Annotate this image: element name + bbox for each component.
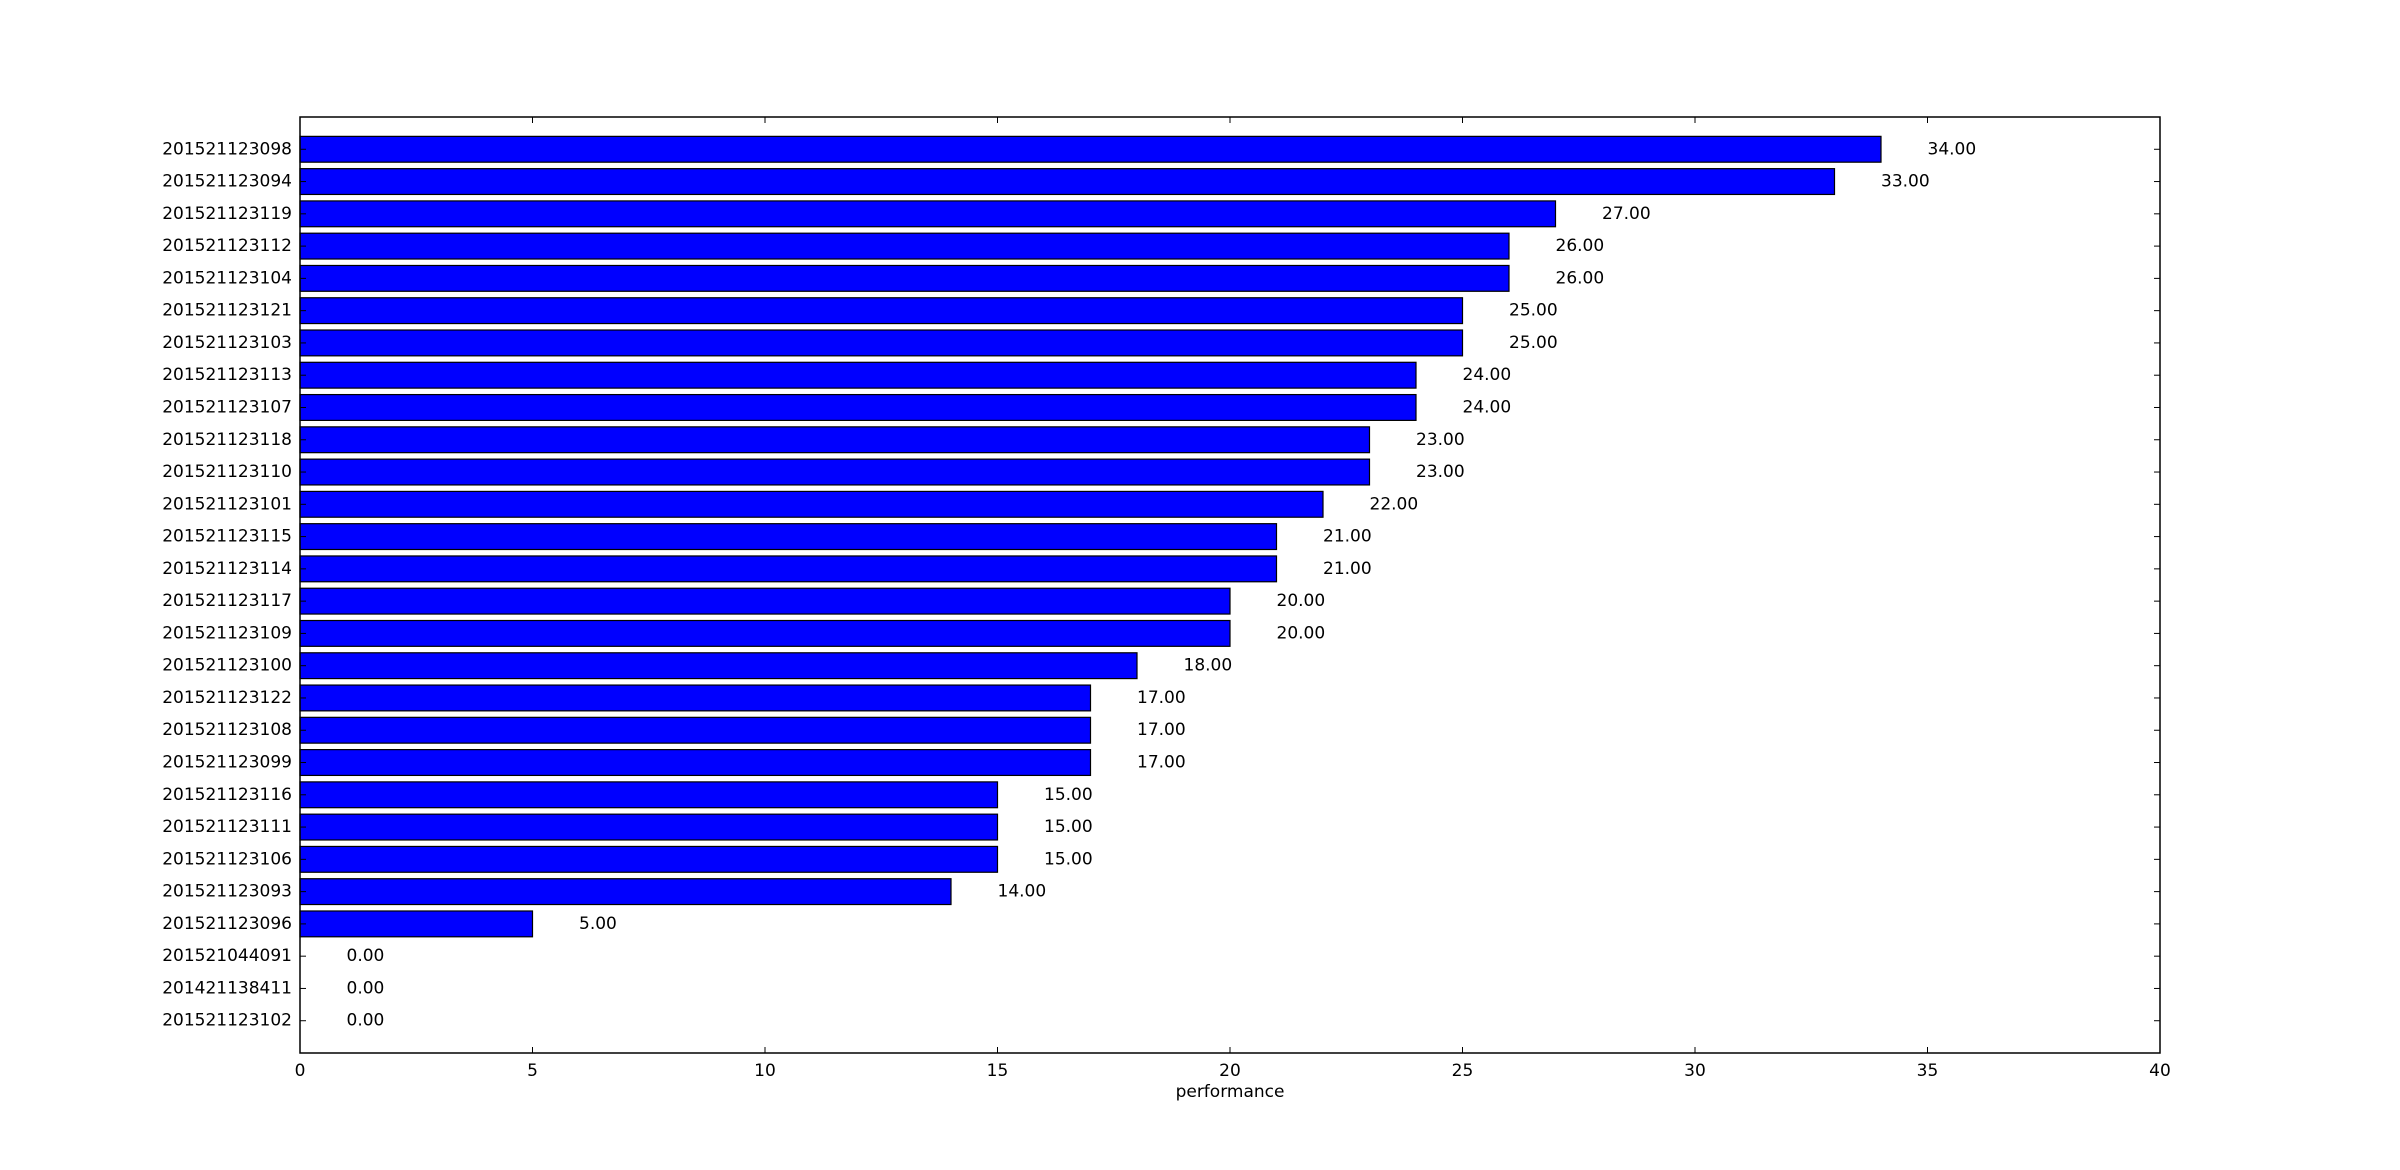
bar xyxy=(299,297,1464,325)
value-label: 5.00 xyxy=(579,914,617,934)
x-tick-label: 5 xyxy=(527,1061,538,1081)
value-label: 0.00 xyxy=(347,946,385,966)
bar xyxy=(299,200,1557,228)
y-tick-label: 201521123118 xyxy=(162,430,292,450)
y-tick-label: 201521123110 xyxy=(162,462,292,482)
y-tick-label: 201521123107 xyxy=(162,397,292,417)
bar xyxy=(299,781,999,809)
y-tick-label: 201521123108 xyxy=(162,720,292,740)
y-tick-label: 201521123098 xyxy=(162,139,292,159)
bar xyxy=(299,716,1092,744)
y-tick-label: 201521123117 xyxy=(162,591,292,611)
y-tick-label: 201521123102 xyxy=(162,1011,292,1031)
value-label: 26.00 xyxy=(1556,236,1605,256)
bar xyxy=(299,878,952,906)
x-tick-label: 20 xyxy=(1219,1061,1241,1081)
x-tick-label: 10 xyxy=(754,1061,776,1081)
value-label: 20.00 xyxy=(1277,591,1326,611)
bar xyxy=(299,652,1138,680)
x-tick-label: 30 xyxy=(1684,1061,1706,1081)
plot-frame xyxy=(299,116,2161,1054)
y-tick-label: 201521123106 xyxy=(162,849,292,869)
value-label: 14.00 xyxy=(998,882,1047,902)
value-label: 15.00 xyxy=(1044,849,1093,869)
value-label: 33.00 xyxy=(1881,172,1930,192)
bar xyxy=(299,684,1092,712)
bar xyxy=(299,523,1278,551)
bar xyxy=(299,329,1464,357)
value-label: 21.00 xyxy=(1323,559,1372,579)
value-label: 23.00 xyxy=(1416,430,1465,450)
y-tick-label: 201521123099 xyxy=(162,753,292,773)
y-tick-labels: 201521123098 201521123094 201521123119 2015… xyxy=(162,139,2160,1031)
bar xyxy=(299,587,1231,615)
y-tick-label: 201521123119 xyxy=(162,204,292,224)
y-tick-label: 201521123114 xyxy=(162,559,292,579)
bar xyxy=(299,232,1510,260)
value-label: 22.00 xyxy=(1370,494,1419,514)
value-label: 26.00 xyxy=(1556,268,1605,288)
y-tick-label: 201521123100 xyxy=(162,656,292,676)
x-ticks: 0 5 10 15 20 25 30 35 40 xyxy=(295,117,2171,1081)
value-label: 0.00 xyxy=(347,978,385,998)
bar xyxy=(299,910,534,938)
x-tick-label: 25 xyxy=(1452,1061,1474,1081)
y-tick-label: 201521123096 xyxy=(162,914,292,934)
value-labels: 34.00 33.00 27.00 26.00 26.00 25.00 25.00 24.00… xyxy=(347,139,1977,1030)
value-label: 27.00 xyxy=(1602,204,1651,224)
value-label: 34.00 xyxy=(1928,139,1977,159)
bar xyxy=(299,845,999,873)
y-tick-label: 201521123115 xyxy=(162,527,292,547)
bar xyxy=(299,361,1417,389)
value-label: 15.00 xyxy=(1044,817,1093,837)
bar xyxy=(299,264,1510,292)
bar xyxy=(299,168,1836,196)
y-tick-label: 201521123109 xyxy=(162,623,292,643)
y-tick-label: 201521123103 xyxy=(162,333,292,353)
y-tick-label: 201521123094 xyxy=(162,172,292,192)
bar xyxy=(299,426,1371,454)
y-tick-label: 201521123112 xyxy=(162,236,292,256)
bar xyxy=(299,490,1324,518)
y-tick-label: 201521123093 xyxy=(162,882,292,902)
x-axis-title: performance xyxy=(1176,1082,1285,1102)
x-tick-label: 40 xyxy=(2149,1061,2171,1081)
value-label: 17.00 xyxy=(1137,753,1186,773)
bar xyxy=(299,619,1231,647)
y-tick-label: 201521123121 xyxy=(162,301,292,321)
value-label: 23.00 xyxy=(1416,462,1465,482)
value-label: 18.00 xyxy=(1184,656,1233,676)
bars-layer xyxy=(299,135,1882,938)
y-tick-label: 201521123122 xyxy=(162,688,292,708)
value-label: 25.00 xyxy=(1509,333,1558,353)
y-tick-label: 201521044091 xyxy=(162,946,292,966)
value-label: 17.00 xyxy=(1137,720,1186,740)
y-tick-label: 201521123101 xyxy=(162,494,292,514)
value-label: 25.00 xyxy=(1509,301,1558,321)
value-label: 17.00 xyxy=(1137,688,1186,708)
y-tick-label: 201521123104 xyxy=(162,268,292,288)
bar xyxy=(299,555,1278,583)
y-tick-label: 201521123116 xyxy=(162,785,292,805)
value-label: 24.00 xyxy=(1463,397,1512,417)
bar xyxy=(299,135,1882,163)
value-label: 0.00 xyxy=(347,1011,385,1031)
bar xyxy=(299,749,1092,777)
y-tick-label: 201421138411 xyxy=(162,978,292,998)
value-label: 15.00 xyxy=(1044,785,1093,805)
x-tick-label: 0 xyxy=(295,1061,306,1081)
bar xyxy=(299,393,1417,421)
bar xyxy=(299,458,1371,486)
value-label: 21.00 xyxy=(1323,527,1372,547)
value-label: 24.00 xyxy=(1463,365,1512,385)
x-tick-label: 35 xyxy=(1917,1061,1939,1081)
bar xyxy=(299,813,999,841)
x-tick-label: 15 xyxy=(987,1061,1009,1081)
y-tick-label: 201521123113 xyxy=(162,365,292,385)
y-tick-label: 201521123111 xyxy=(162,817,292,837)
value-label: 20.00 xyxy=(1277,623,1326,643)
